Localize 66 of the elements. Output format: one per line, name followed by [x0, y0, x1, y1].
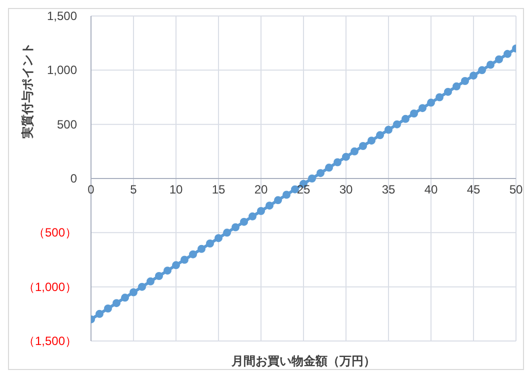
- point: [495, 55, 503, 64]
- point: [266, 202, 274, 210]
- point: [359, 142, 367, 150]
- point: [418, 104, 426, 112]
- point: [504, 50, 512, 58]
- x-tick-label: 10: [169, 182, 183, 196]
- point: [96, 310, 104, 318]
- point: [350, 147, 358, 156]
- point: [478, 66, 486, 74]
- x-tick-label: 20: [254, 182, 268, 196]
- point: [325, 164, 333, 172]
- point: [334, 158, 342, 166]
- point: [316, 169, 324, 178]
- y-tick-label: 0: [70, 172, 78, 186]
- x-tick-label: 45: [466, 182, 480, 196]
- point: [402, 114, 410, 123]
- point: [206, 240, 214, 248]
- y-tick-label: （500）: [32, 226, 77, 240]
- point: [486, 60, 494, 69]
- point: [384, 126, 392, 134]
- point: [410, 110, 418, 118]
- point: [130, 288, 138, 296]
- point: [470, 72, 478, 80]
- point: [427, 98, 435, 107]
- y-tick-label: （1,500）: [22, 334, 77, 348]
- x-tick-label: 0: [88, 182, 95, 196]
- point: [368, 136, 376, 145]
- point: [257, 207, 265, 215]
- y-tick-label: （1,000）: [22, 280, 77, 294]
- point: [198, 244, 206, 253]
- point: [274, 196, 282, 204]
- point: [180, 256, 188, 264]
- point: [342, 152, 350, 161]
- point: [282, 190, 290, 199]
- point: [248, 212, 256, 220]
- x-tick-label: 15: [212, 182, 226, 196]
- point: [223, 228, 231, 237]
- y-tick-label: 1,500: [46, 9, 78, 23]
- y-tick-label: 500: [56, 117, 78, 132]
- point: [189, 250, 197, 258]
- point: [232, 223, 240, 232]
- point: [172, 261, 180, 270]
- point: [121, 294, 129, 302]
- point: [104, 304, 112, 312]
- point: [214, 234, 222, 242]
- x-tick-label: 40: [424, 182, 438, 196]
- point: [393, 120, 401, 128]
- point: [436, 93, 444, 102]
- point: [461, 77, 469, 85]
- x-tick-label: 5: [130, 182, 138, 196]
- x-tick-label: 30: [339, 182, 353, 196]
- point: [444, 88, 452, 96]
- y-axis-title: 実質付与ポイント: [20, 42, 34, 140]
- point: [112, 299, 120, 308]
- x-tick-label: 35: [382, 182, 396, 196]
- point: [308, 174, 316, 182]
- point: [452, 82, 460, 90]
- point: [376, 131, 384, 140]
- x-axis-title: 月間お買い物金額（万円）: [230, 354, 376, 368]
- x-tick-label: 50: [509, 182, 523, 196]
- point: [138, 282, 146, 291]
- point: [155, 272, 163, 280]
- y-tick-label: 1,000: [46, 63, 78, 78]
- point: [164, 266, 172, 275]
- point: [146, 277, 154, 286]
- point: [240, 218, 248, 226]
